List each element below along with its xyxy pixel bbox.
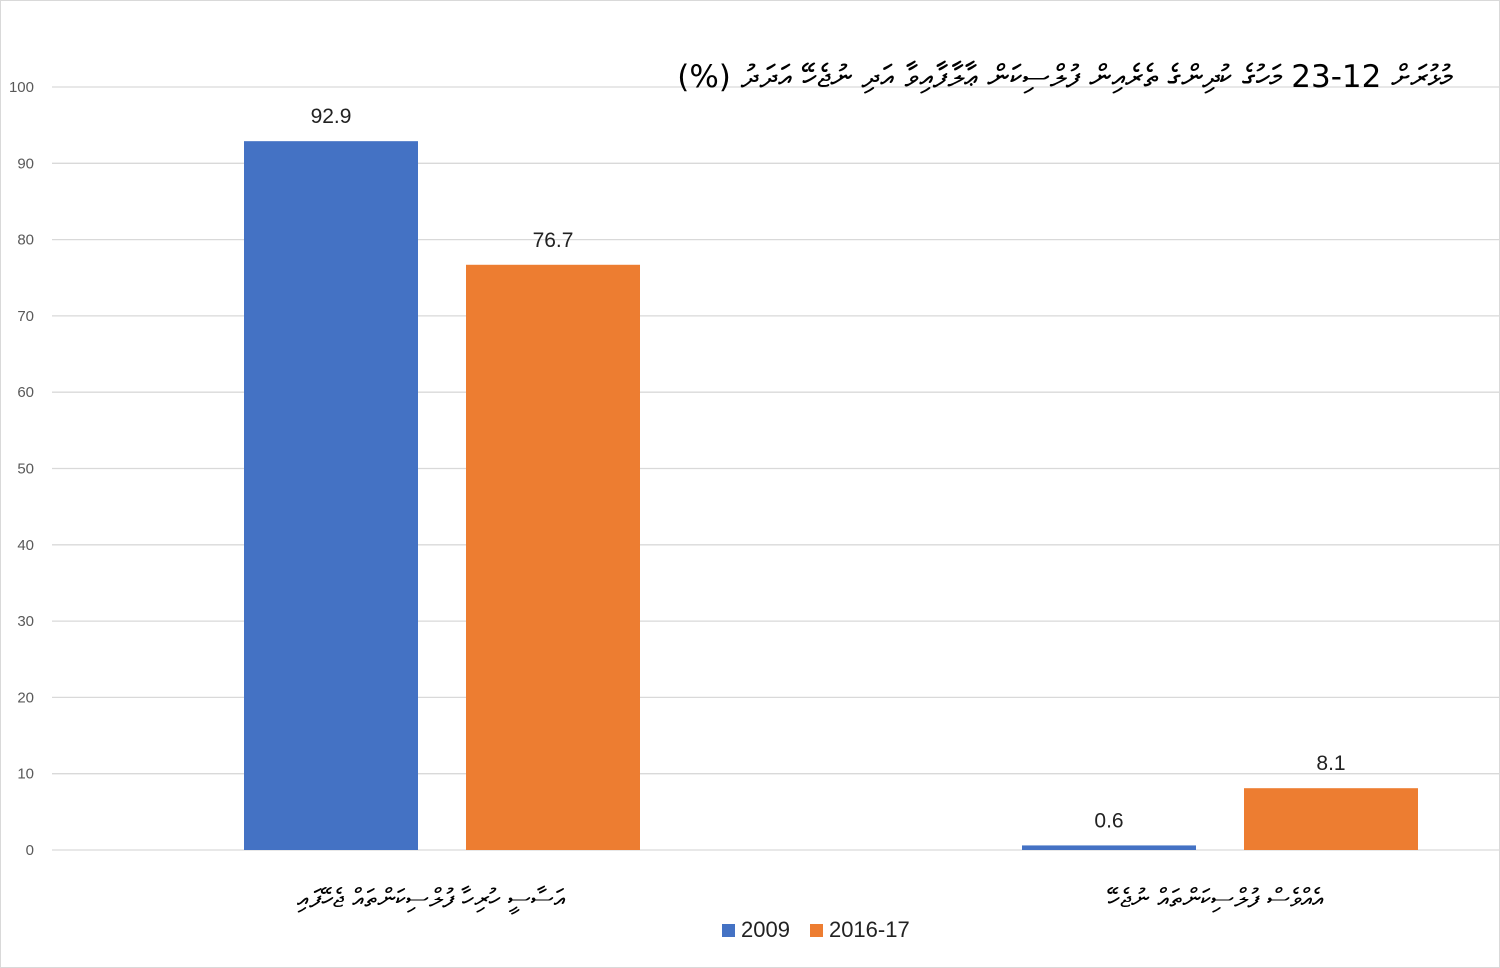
bar-2016-17-cat1 (466, 264, 640, 850)
bar-2009-cat1 (244, 141, 418, 851)
legend-swatch-2016-17 (809, 923, 823, 937)
data-label-2016-17-cat1: 76.7 (533, 229, 574, 252)
bars (244, 141, 1418, 851)
data-label-2009-cat1: 92.9 (311, 105, 352, 128)
legend-swatch-2009 (722, 923, 735, 937)
y-tick-label: 0 (26, 842, 34, 859)
y-tick-label: 30 (17, 613, 34, 630)
y-tick-label: 50 (17, 461, 34, 478)
legend: 2009 2016-17 (722, 914, 910, 946)
y-tick-label: 10 (17, 766, 34, 783)
chart-title: މުޅުރަށް 12-23 މަހުގެ ކުދިންގެ ތެރެއިން … (677, 59, 1452, 95)
y-tick-label: 40 (17, 537, 34, 554)
legend-label-2009: 2009 (741, 917, 790, 942)
legend-item-2016-17: 2016-17 (809, 917, 910, 943)
bar-2009-cat2 (1022, 845, 1196, 850)
bar-2016-17-cat2 (1244, 788, 1418, 850)
category-label-1: އަސާސީ ހުރިހާ ފުލްސިކަންތައް ޖެހޭފައި (296, 884, 566, 914)
y-tick-label: 100 (9, 79, 34, 96)
y-tick-label: 80 (17, 232, 34, 249)
y-tick-label: 20 (17, 689, 34, 706)
y-tick-label: 90 (17, 155, 34, 172)
data-label-2016-17-cat2: 8.1 (1316, 752, 1345, 775)
legend-item-2009: 2009 (722, 917, 790, 943)
y-tick-label: 60 (17, 384, 34, 401)
category-label-2: އެއްވެސް ފުލްސިކަންތައް ނުޖެހޭ (1107, 884, 1325, 914)
y-tick-label: 70 (17, 308, 34, 325)
data-label-2009-cat2: 0.6 (1094, 809, 1123, 832)
legend-label-2016-17: 2016-17 (828, 917, 910, 942)
data-labels: 92.9 76.7 0.6 8.1 (311, 105, 1346, 832)
y-axis-ticks: 0 10 20 30 40 50 60 70 80 90 100 (9, 79, 34, 859)
